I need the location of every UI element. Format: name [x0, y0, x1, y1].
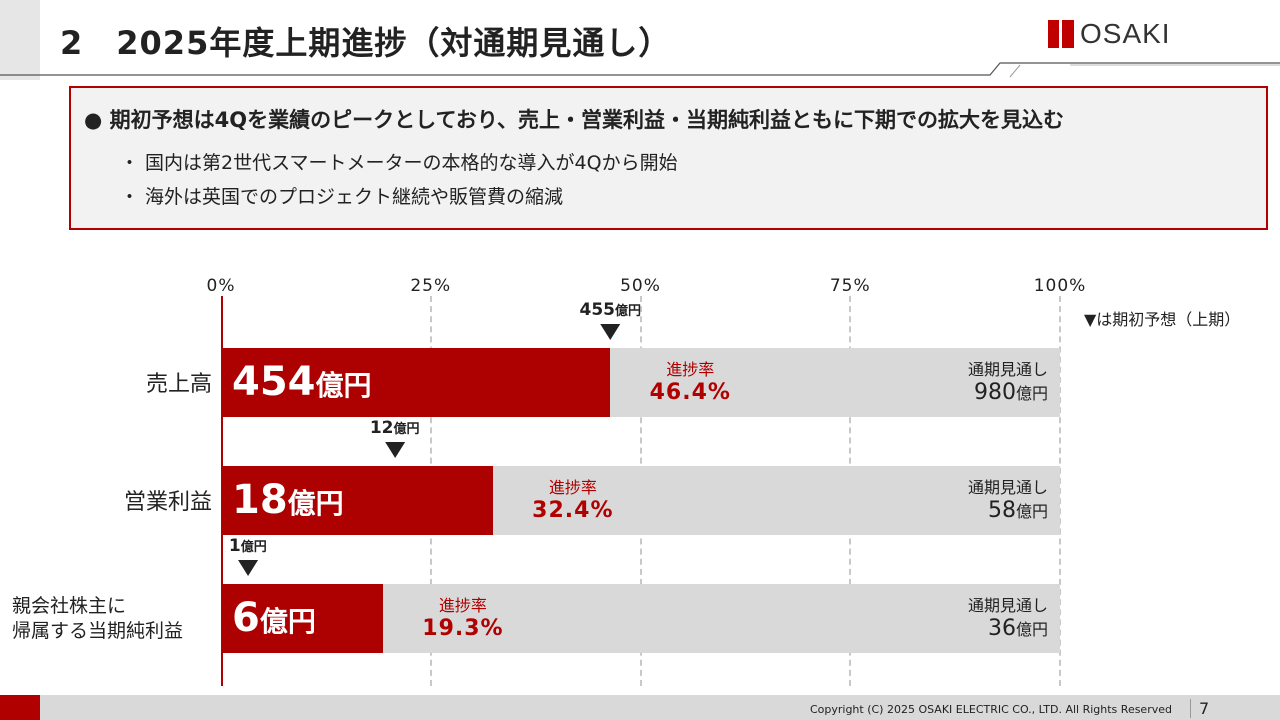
full-year-forecast: 通期見通し 980億円	[968, 356, 1048, 405]
rate-label: 進捗率	[438, 596, 487, 615]
unit: 億円	[1015, 502, 1048, 521]
actual-number: 454	[232, 359, 316, 405]
actual-number: 6	[232, 595, 260, 641]
full-label: 通期見通し	[967, 478, 1048, 497]
progress-rate: 進捗率 19.3%	[422, 592, 503, 641]
actual-number: 18	[232, 477, 288, 523]
forecast-marker: 1億円	[228, 536, 267, 577]
axis-tick-label: 75%	[829, 276, 871, 296]
full-year-forecast: 通期見通し 36億円	[968, 592, 1048, 641]
summary-headline: ● 期初予想は4Qを業績のピークとしており、売上・営業利益・当期純利益ともに下期…	[84, 108, 1064, 132]
page-number: 7	[1190, 699, 1209, 718]
full-value: 58	[987, 498, 1016, 523]
company-logo: OSAKI	[1048, 18, 1171, 50]
rate-value: 19.3%	[422, 616, 504, 641]
forecast-value: 455	[579, 300, 616, 320]
unit: 億円	[259, 605, 316, 638]
chart-legend: ▼は期初予想（上期）	[1084, 310, 1241, 329]
full-label: 通期見通し	[967, 596, 1048, 615]
logo-text: OSAKI	[1080, 18, 1171, 49]
logo-mark-icon	[1048, 20, 1074, 48]
chart-axis	[221, 296, 223, 686]
actual-value: 6億円	[232, 595, 316, 641]
progress-rate: 進捗率 32.4%	[532, 474, 613, 523]
progress-rate: 進捗率 46.4%	[650, 356, 731, 405]
actual-value: 454億円	[232, 359, 372, 405]
footer-bar	[0, 695, 1280, 720]
forecast-value: 1	[228, 536, 241, 556]
rate-value: 46.4%	[649, 380, 731, 405]
actual-value: 18億円	[232, 477, 344, 523]
axis-tick-label: 50%	[620, 276, 661, 296]
unit: 億円	[315, 369, 372, 402]
unit: 億円	[615, 304, 642, 319]
bar-fill	[221, 348, 611, 417]
page-title: 2 2025年度上期進捗（対通期見通し）	[60, 24, 672, 62]
category-label: 営業利益	[123, 490, 212, 515]
forecast-value: 12	[369, 418, 394, 438]
axis-tick-label: 0%	[206, 276, 236, 296]
category-label: 売上高	[145, 372, 212, 397]
triangle-marker-icon	[384, 442, 405, 459]
unit: 億円	[393, 422, 420, 437]
rate-label: 進捗率	[548, 478, 597, 497]
bar-fill	[221, 584, 383, 653]
axis-tick-label: 25%	[410, 276, 452, 296]
full-value: 36	[987, 616, 1016, 641]
forecast-marker: 12億円	[369, 418, 420, 459]
full-value: 980	[973, 380, 1016, 405]
title-accent-strip	[0, 0, 40, 80]
summary-box	[69, 86, 1268, 230]
header-divider	[0, 62, 1280, 78]
summary-bullet: ・ 海外は英国でのプロジェクト継続や販管費の縮減	[120, 186, 564, 208]
unit: 億円	[1015, 620, 1048, 639]
rate-value: 32.4%	[532, 498, 614, 523]
bar-fill	[221, 466, 493, 535]
unit: 億円	[287, 487, 344, 520]
triangle-marker-icon	[600, 324, 621, 341]
rate-label: 進捗率	[666, 360, 715, 379]
forecast-marker: 455億円	[579, 300, 642, 341]
category-label: 親会社株主に 帰属する当期純利益	[12, 595, 184, 642]
copyright: Copyright (C) 2025 OSAKI ELECTRIC CO., L…	[809, 703, 1172, 716]
full-label: 通期見通し	[967, 360, 1048, 379]
summary-bullet: ・ 国内は第2世代スマートメーターの本格的な導入が4Qから開始	[120, 152, 678, 174]
full-year-forecast: 通期見通し 58億円	[968, 474, 1048, 523]
axis-tick-label: 100%	[1033, 276, 1087, 296]
unit: 億円	[240, 540, 267, 555]
unit: 億円	[1015, 384, 1048, 403]
triangle-marker-icon	[237, 560, 258, 577]
gridline	[1059, 296, 1061, 686]
footer-accent	[0, 695, 40, 720]
